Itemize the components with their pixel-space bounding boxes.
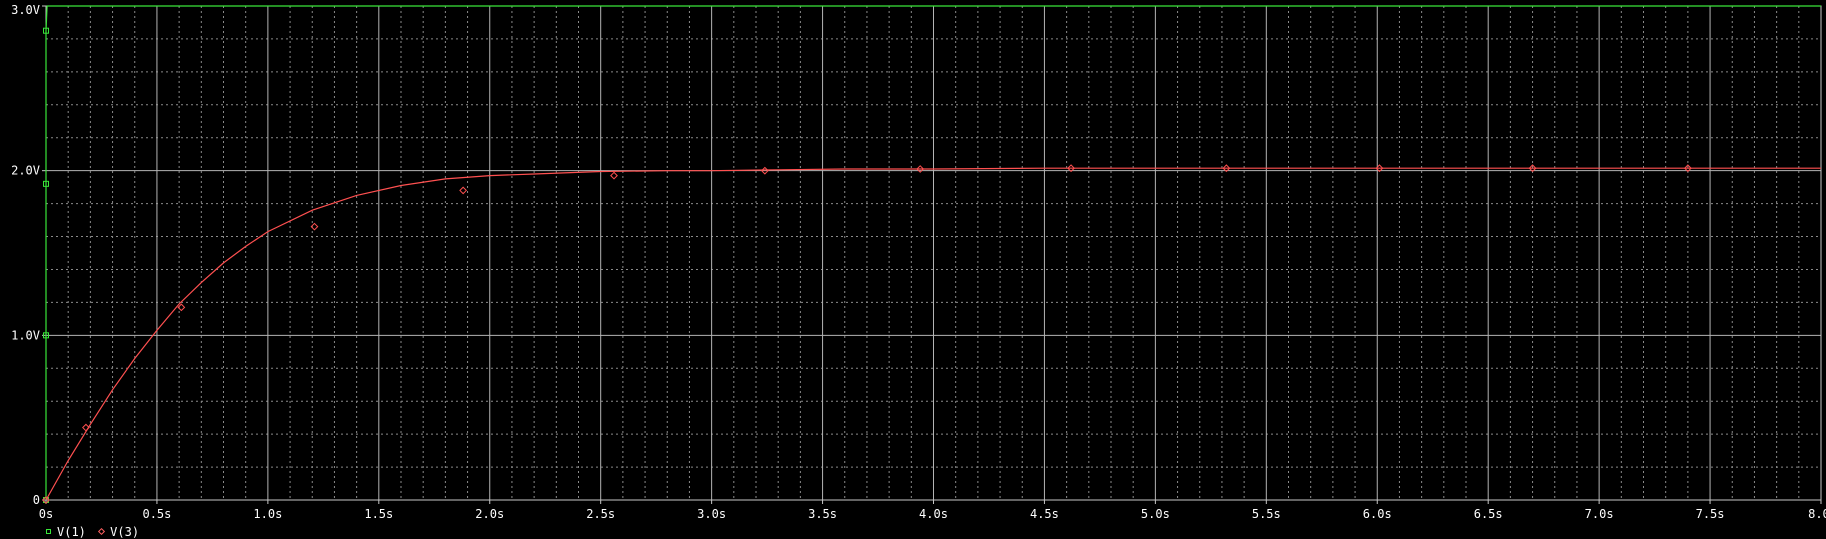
series-line xyxy=(45,5,1821,500)
series-v3 xyxy=(42,164,1821,504)
axes xyxy=(42,5,1822,504)
x-tick-label: 5.0s xyxy=(1141,507,1170,521)
data-point-marker xyxy=(42,496,50,504)
x-tick-label: 3.0s xyxy=(697,507,726,521)
data-point-marker xyxy=(760,166,769,175)
data-point-marker xyxy=(1222,164,1231,173)
data-point-marker xyxy=(459,186,468,195)
data-point-marker xyxy=(916,165,925,173)
data-point-marker xyxy=(610,171,618,180)
y-tick-label: 0 xyxy=(33,493,40,507)
y-tick-label: 2.0V xyxy=(11,164,40,178)
data-point-marker xyxy=(43,180,49,187)
square-marker-icon xyxy=(46,529,51,534)
x-tick-label: 3.5s xyxy=(808,507,837,521)
x-tick-label: 7.0s xyxy=(1585,507,1614,521)
x-tick-label: 2.0s xyxy=(475,507,504,521)
x-tick-label: 6.0s xyxy=(1363,507,1392,521)
x-tick-label: 7.5s xyxy=(1696,507,1725,521)
y-tick-label: 1.0V xyxy=(11,328,40,342)
x-tick-label: 2.5s xyxy=(586,507,615,521)
diamond-marker-icon xyxy=(98,527,106,536)
data-point-marker xyxy=(1683,164,1692,173)
y-tick-labels: 0 1.0V 2.0V 3.0V xyxy=(11,3,40,507)
x-tick-label: 8.0s xyxy=(1808,507,1826,521)
legend-label-v3: V(3) xyxy=(110,524,140,539)
x-tick-label: 0s xyxy=(39,507,53,521)
legend: V(1) V(3) xyxy=(46,523,145,539)
x-tick-label: 0.5s xyxy=(142,507,171,521)
x-tick-label: 5.5s xyxy=(1252,507,1281,521)
x-tick-label: 4.0s xyxy=(919,507,948,521)
legend-label-v1: V(1) xyxy=(57,524,86,539)
data-point-marker xyxy=(1375,164,1384,173)
data-point-marker xyxy=(43,27,49,34)
data-point-marker xyxy=(43,332,49,339)
series-line xyxy=(45,167,1821,501)
grid xyxy=(45,5,1822,501)
x-tick-label: 1.5s xyxy=(364,507,393,521)
series-v1 xyxy=(43,5,1821,503)
legend-item-v3: V(3) xyxy=(98,524,140,539)
x-tick-label: 1.0s xyxy=(253,507,282,521)
series-layer xyxy=(42,5,1821,504)
x-tick-labels: 0s 0.5s 1.0s 1.5s 2.0s 2.5s 3.0s 3.5s 4.0s 4.5s 5.… xyxy=(39,507,1826,521)
x-tick-label: 6.5s xyxy=(1474,507,1503,521)
data-point-marker xyxy=(1067,164,1075,173)
data-point-marker xyxy=(177,303,186,312)
x-tick-label: 4.5s xyxy=(1030,507,1059,521)
data-point-marker xyxy=(310,222,319,231)
data-point-marker xyxy=(82,423,90,432)
y-tick-label: 3.0V xyxy=(11,3,40,17)
data-point-marker xyxy=(1528,164,1537,173)
legend-item-v1: V(1) xyxy=(46,525,86,539)
